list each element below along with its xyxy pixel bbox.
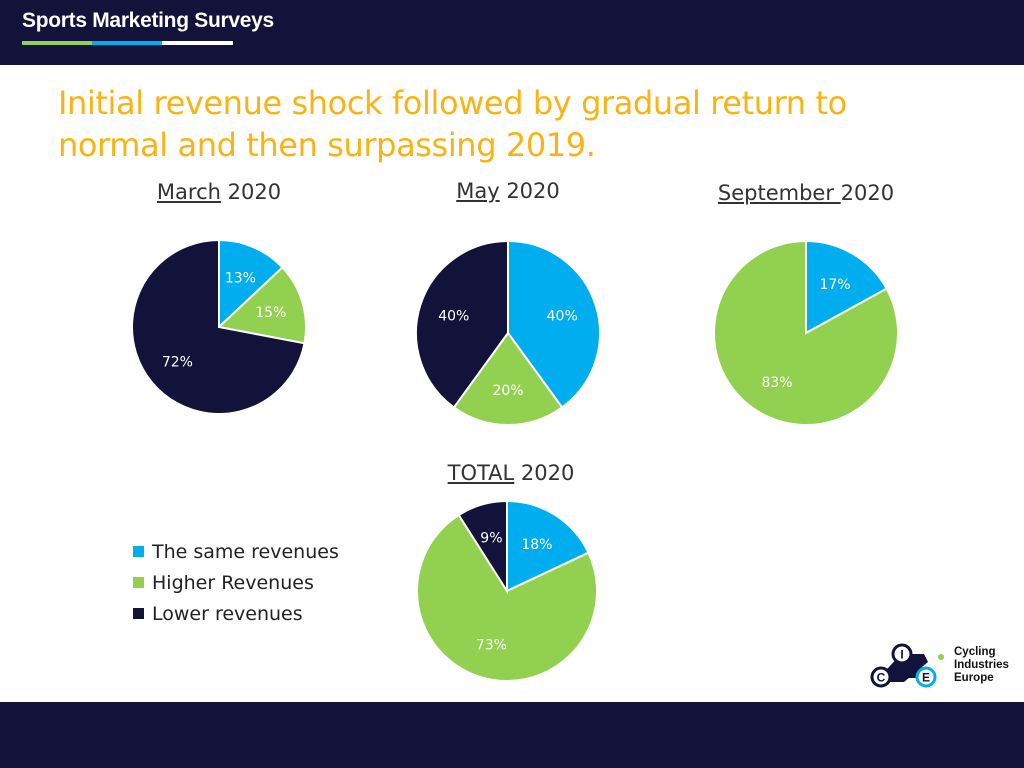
cycling-industries-europe-logo: C I E bbox=[870, 643, 944, 688]
legend-swatch-same bbox=[133, 546, 144, 557]
pie-2-label-higher: 83% bbox=[761, 375, 792, 391]
pie-title-total: TOTAL 2020 bbox=[447, 461, 575, 485]
pie-1-label-lower: 40% bbox=[438, 308, 469, 324]
top-bar: Sports Marketing Surveys bbox=[0, 0, 1024, 65]
logo-letter-i: I bbox=[900, 648, 903, 662]
pie-0-slice-same bbox=[218, 238, 284, 330]
cie-line-3: Europe bbox=[954, 672, 994, 684]
pie-0-label-lower: 72% bbox=[162, 354, 193, 370]
legend-label-same: The same revenues bbox=[152, 540, 339, 563]
brand-logo-text: Sports Marketing Surveys bbox=[22, 9, 274, 32]
legend-item-higher: Higher Revenues bbox=[133, 567, 339, 598]
brand-stripe bbox=[22, 41, 233, 45]
bottom-bar bbox=[0, 702, 1024, 768]
pie-3-slice-higher bbox=[416, 513, 598, 682]
pie-1-label-higher: 20% bbox=[492, 383, 523, 399]
pie-0-slice-higher bbox=[216, 266, 307, 345]
legend-label-lower: Lower revenues bbox=[152, 602, 303, 625]
pie-3-label-higher: 73% bbox=[476, 638, 507, 654]
pie-2-slice-higher bbox=[713, 239, 899, 426]
pie-3-slice-lower bbox=[457, 499, 508, 595]
pie-title-may: May 2020 bbox=[456, 179, 560, 203]
legend-item-same: The same revenues bbox=[133, 536, 339, 567]
pie-3-slice-same bbox=[506, 499, 590, 593]
logo-letter-e: E bbox=[922, 671, 930, 685]
pie-1-slice-lower bbox=[415, 239, 509, 409]
pie-1-label-same: 40% bbox=[547, 308, 578, 324]
pie-3-label-same: 18% bbox=[521, 537, 552, 553]
pie-1-slice-higher bbox=[452, 331, 564, 426]
pie-title-march: March 2020 bbox=[156, 180, 282, 204]
pie-0-label-same: 13% bbox=[225, 271, 256, 287]
legend-swatch-higher bbox=[133, 577, 144, 588]
pie-2-slice-same bbox=[805, 239, 888, 335]
cie-line-2: Industries bbox=[954, 659, 1009, 671]
pie-title-september: September 2020 bbox=[717, 181, 895, 205]
logo-letter-c: C bbox=[877, 671, 886, 685]
pie-1-slice-same bbox=[507, 239, 601, 409]
legend-label-higher: Higher Revenues bbox=[152, 571, 314, 594]
pie-0-label-higher: 15% bbox=[255, 305, 286, 321]
pie-3-label-lower: 9% bbox=[480, 530, 502, 546]
pie-0-slice-lower bbox=[131, 238, 306, 415]
chart-legend: The same revenues Higher Revenues Lower … bbox=[133, 536, 339, 629]
pie-2-label-same: 17% bbox=[819, 277, 850, 293]
legend-item-lower: Lower revenues bbox=[133, 598, 339, 629]
slide-headline: Initial revenue shock followed by gradua… bbox=[58, 84, 847, 164]
cie-logo-text: Cycling Industries Europe bbox=[954, 646, 1009, 685]
cie-line-1: Cycling bbox=[954, 646, 996, 658]
legend-swatch-lower bbox=[133, 608, 144, 619]
